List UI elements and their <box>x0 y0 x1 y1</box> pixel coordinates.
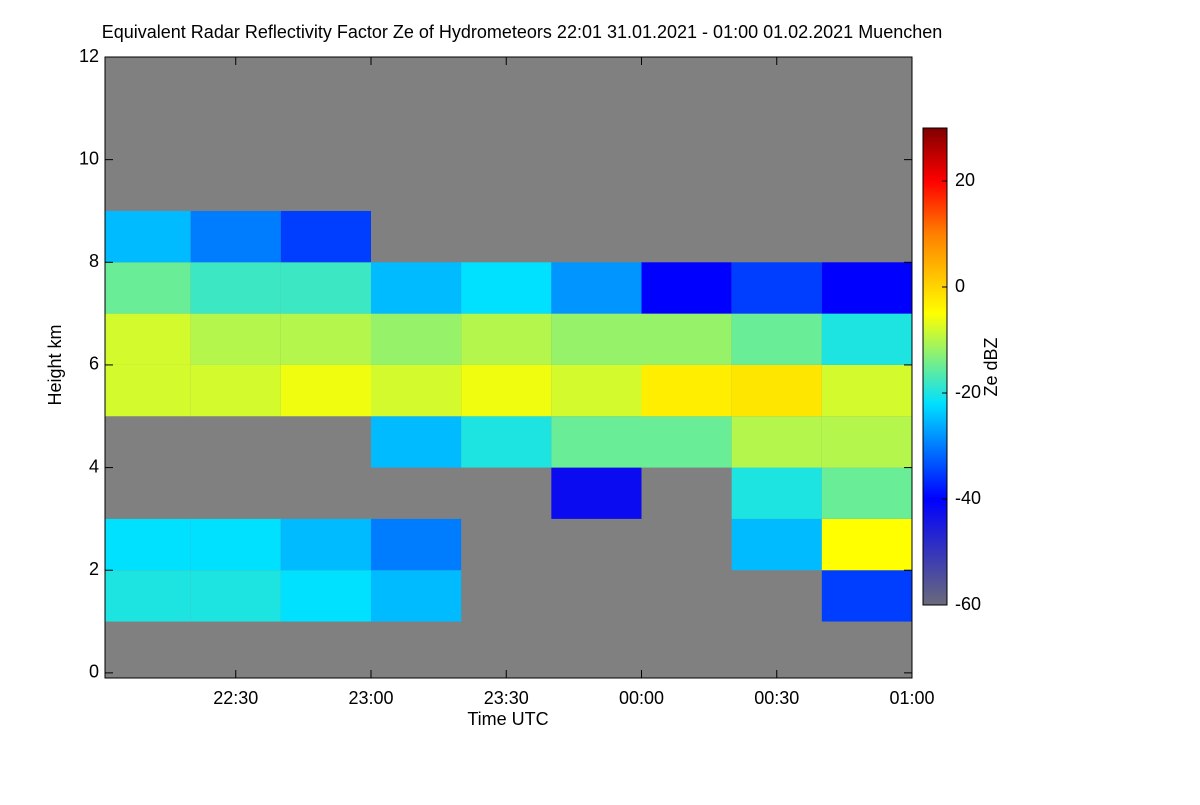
heatmap-cell <box>641 416 732 468</box>
heatmap-cell <box>641 364 732 417</box>
heatmap-cell <box>551 364 642 417</box>
heatmap-cell <box>731 416 822 468</box>
heatmap-cell <box>821 570 912 622</box>
x-tick-label: 23:30 <box>484 688 529 708</box>
heatmap-cell <box>370 570 462 622</box>
heatmap-cell <box>461 313 552 365</box>
heatmap-cell <box>280 518 371 571</box>
heatmap-cell <box>105 262 191 314</box>
heatmap-cell <box>551 313 642 365</box>
x-tick-label: 22:30 <box>213 688 258 708</box>
x-tick-label: 23:00 <box>348 688 393 708</box>
x-tick-label: 00:00 <box>619 688 664 708</box>
colorbar-tick-label: 20 <box>955 170 975 190</box>
heatmap-cell <box>551 416 642 468</box>
heatmap-cell <box>731 262 822 314</box>
heatmap-cell <box>551 262 642 314</box>
y-tick-label: 4 <box>89 456 99 476</box>
heatmap-cell <box>821 364 912 417</box>
chart-title: Equivalent Radar Reflectivity Factor Ze … <box>102 22 943 42</box>
y-tick-label: 6 <box>89 354 99 374</box>
heatmap-cell <box>190 313 281 365</box>
heatmap-cell <box>370 262 462 314</box>
y-tick-label: 10 <box>79 148 99 168</box>
heatmap-cell <box>105 364 191 417</box>
heatmap-cell <box>280 262 371 314</box>
heatmap-cell <box>190 570 281 622</box>
colorbar-tick-label: -40 <box>955 488 981 508</box>
heatmap-cell <box>105 518 191 571</box>
heatmap-cell <box>821 467 912 519</box>
colorbar-tick-label: -60 <box>955 594 981 614</box>
heatmap-cell <box>370 364 462 417</box>
y-tick-label: 12 <box>79 46 99 66</box>
y-axis-label: Height km <box>45 324 65 405</box>
heatmap-cell <box>731 467 822 519</box>
x-tick-label: 00:30 <box>754 688 799 708</box>
heatmap-cell <box>551 467 642 519</box>
heatmap-cell <box>370 518 462 571</box>
heatmap-cell <box>280 313 371 365</box>
x-tick-label: 01:00 <box>889 688 934 708</box>
heatmap-cell <box>280 570 371 622</box>
colorbar-label: Ze dBZ <box>981 337 1001 396</box>
y-tick-label: 0 <box>89 662 99 682</box>
heatmap-cell <box>190 364 281 417</box>
y-tick-label: 8 <box>89 251 99 271</box>
heatmap-cell <box>821 416 912 468</box>
heatmap-cell <box>190 262 281 314</box>
x-axis-label: Time UTC <box>467 709 548 729</box>
heatmap-cell <box>731 518 822 571</box>
heatmap-cell <box>461 364 552 417</box>
heatmap-cell <box>641 313 732 365</box>
colorbar-tick-label: -20 <box>955 382 981 402</box>
heatmap-cell <box>821 262 912 314</box>
colorbar-tick-label: 0 <box>955 276 965 296</box>
heatmap-cell <box>461 262 552 314</box>
heatmap-cell <box>821 518 912 571</box>
y-tick-label: 2 <box>89 559 99 579</box>
heatmap-cell <box>105 570 191 622</box>
heatmap-cell <box>280 364 371 417</box>
plot-frame <box>104 56 913 679</box>
heatmap-cell <box>370 416 462 468</box>
heatmap-cell <box>731 364 822 417</box>
heatmap-cell <box>105 313 191 365</box>
heatmap-cell <box>370 313 462 365</box>
colorbar <box>922 127 948 606</box>
heatmap-cell <box>105 210 191 263</box>
heatmap-cell <box>461 416 552 468</box>
heatmap-cell <box>190 210 281 263</box>
heatmap-cell <box>190 518 281 571</box>
heatmap-cell <box>280 210 371 263</box>
heatmap-cell <box>821 313 912 365</box>
heatmap-cell <box>731 313 822 365</box>
heatmap-cell <box>641 262 732 314</box>
